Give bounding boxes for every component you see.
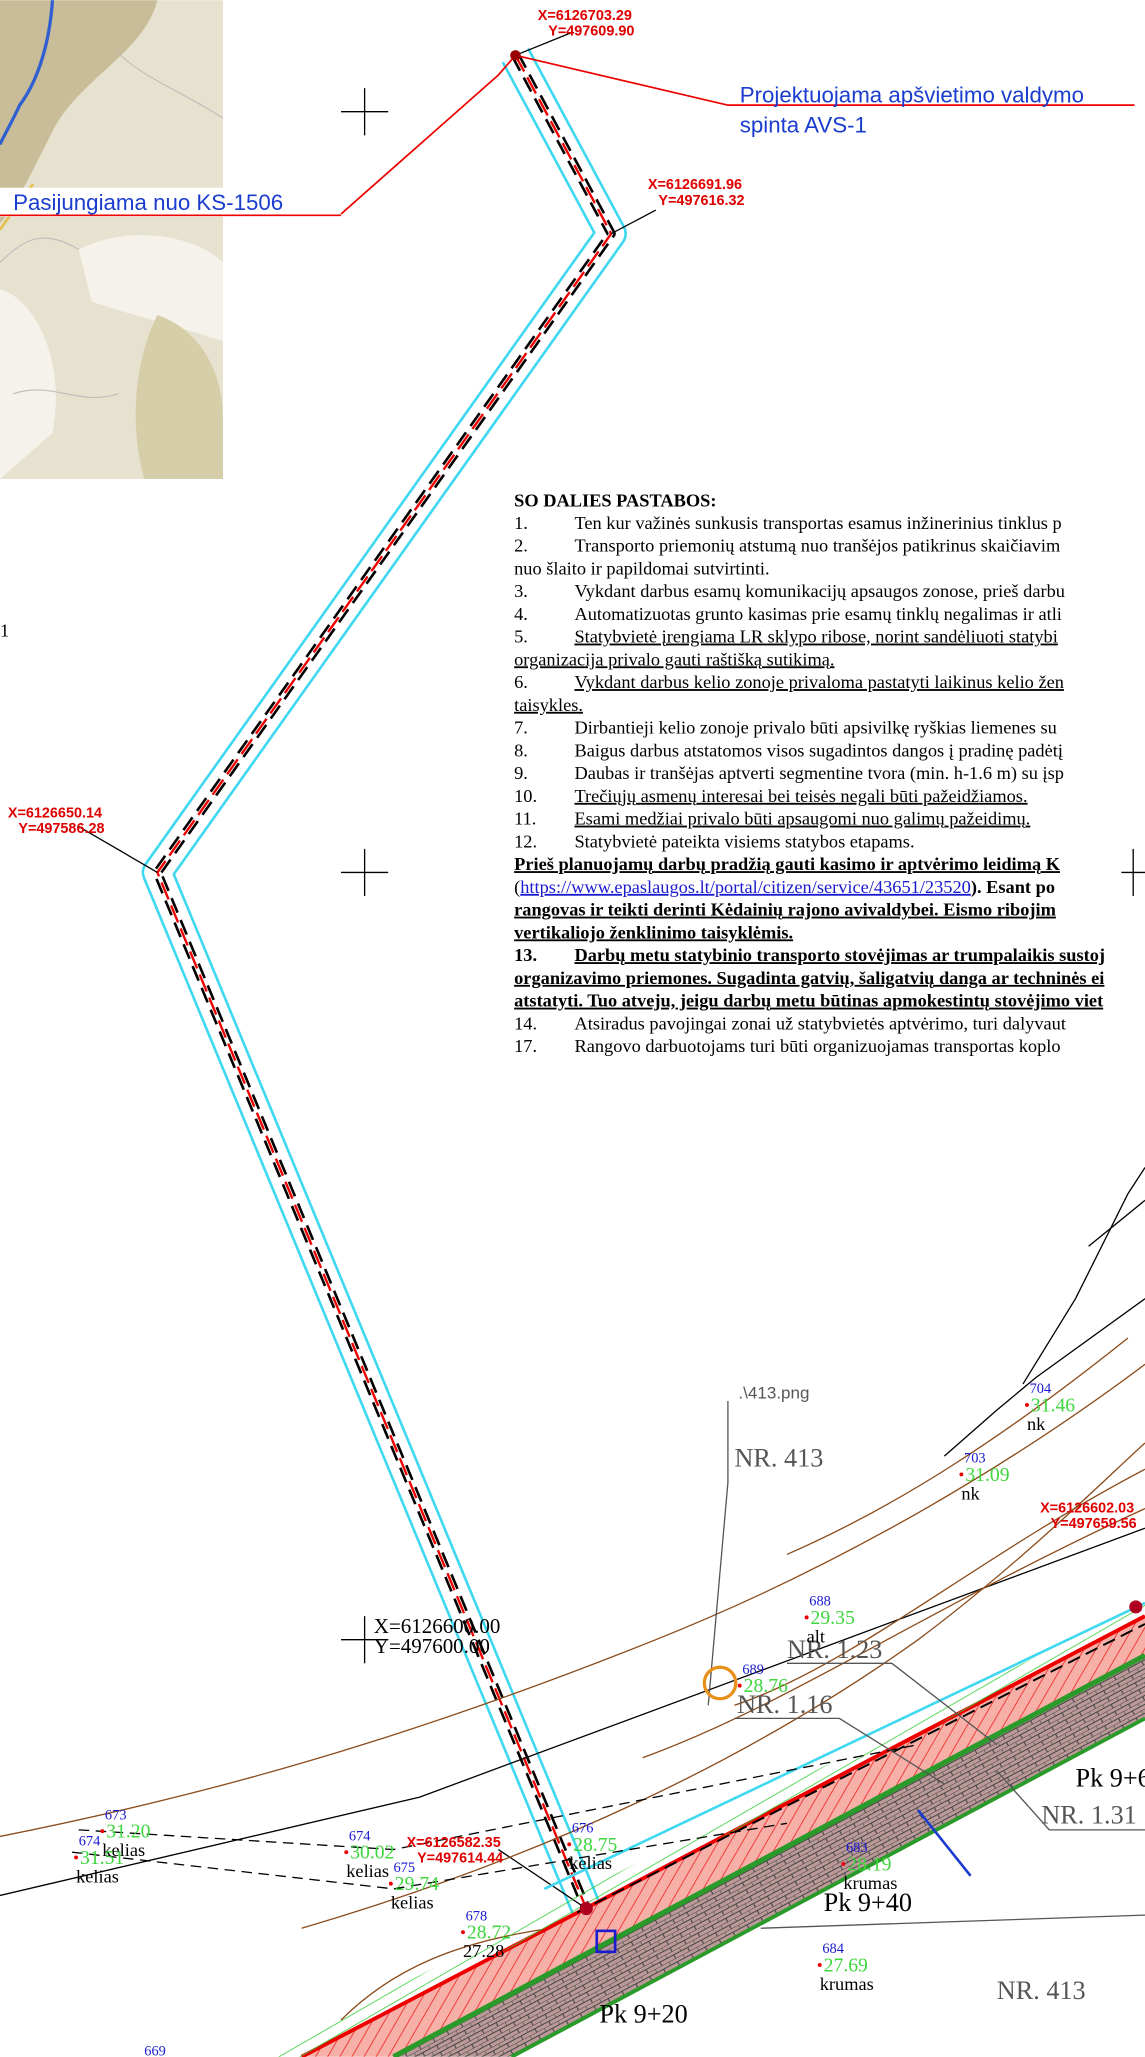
note-line: Daubas ir tranšėjas aptverti segmentine … <box>574 763 1063 784</box>
survey-crosses <box>341 88 1145 1663</box>
note-text: ). Esant po <box>971 877 1055 898</box>
coordinate-y: Y=497586.28 <box>18 821 104 837</box>
sheet-label: Pk 9+20 <box>599 2000 687 2029</box>
note-number: 10. <box>514 786 537 806</box>
coordinate-x: X=6126691.96 <box>648 177 742 193</box>
note-line: (https://www.epaslaugos.lt/portal/citize… <box>514 877 1055 898</box>
note-number: 17. <box>514 1036 537 1056</box>
cabinet-callout: spinta AVS-1 <box>740 113 867 138</box>
note-number: 14. <box>514 1013 537 1033</box>
map-inset <box>0 0 223 479</box>
point-number: 669 <box>144 2043 166 2057</box>
notes: SO DALIES PASTABOS: 1. Ten kur važinės sun… <box>514 490 1105 1056</box>
point-marker <box>74 1855 78 1859</box>
page: Projektuojama apšvietimo valdymo spinta … <box>0 0 1145 2057</box>
note-line: Prieš planuojamų darbų pradžią gauti kas… <box>514 854 1061 874</box>
note-line: Ten kur važinės sunkusis transportas esa… <box>574 513 1061 533</box>
point-description: krumas <box>843 1873 897 1893</box>
coordinate-x: X=6126582.35 <box>407 1835 501 1851</box>
note-line: taisykles. <box>514 695 583 715</box>
note-number: 8. <box>514 740 528 760</box>
note-number: 5. <box>514 627 528 647</box>
point-description: nk <box>1027 1414 1046 1434</box>
coordinate-y: Y=497659.56 <box>1051 1516 1137 1532</box>
point-description: kelias <box>346 1861 389 1881</box>
note-number: 2. <box>514 536 528 556</box>
coordinate-y: Y=497616.32 <box>658 193 744 209</box>
point-marker <box>344 1850 348 1854</box>
note-line: nuo šlaito ir papildomai sutvirtinti. <box>514 558 769 578</box>
point-marker <box>100 1829 104 1833</box>
note-line: Dirbantieji kelio zonoje privalo būti ap… <box>574 718 1056 738</box>
note-line: Trečiųjų asmenų interesai bei teisės neg… <box>574 786 1027 806</box>
point-marker <box>841 1862 845 1866</box>
note-number: 13. <box>514 945 537 965</box>
note-line: Statybvietė pateikta visiems statybos et… <box>574 831 914 851</box>
point-elevation: 28.76 <box>744 1675 788 1697</box>
note-line: Transporto priemonių atstumą nuo tranšėj… <box>574 536 1060 556</box>
coordinate-y: Y=497614.44 <box>417 1851 503 1867</box>
sheet-label: .\413.png <box>738 1383 809 1402</box>
margin-mark: 1 <box>0 620 9 640</box>
note-number: 6. <box>514 672 528 692</box>
coordinate-y: Y=497600.00 <box>374 1634 490 1658</box>
note-line: rangovas ir teikti derinti Kėdainių rajo… <box>514 900 1056 920</box>
cabinet-callout: Projektuojama apšvietimo valdymo <box>740 83 1084 108</box>
note-line: Atsiradus pavojingai zonai už statybviet… <box>574 1013 1065 1033</box>
connection-callout: Pasijungiama nuo KS-1506 <box>13 190 283 215</box>
point-description: krumas <box>820 1974 874 1994</box>
note-line: Rangovo darbuotojams turi būti organizuo… <box>574 1036 1060 1056</box>
coordinate-x: X=6126602.03 <box>1040 1500 1134 1516</box>
notes-title: SO DALIES PASTABOS: <box>514 490 716 510</box>
coordinate-x: X=6126703.29 <box>538 8 632 24</box>
note-number: 7. <box>514 718 528 738</box>
point-description: kelias <box>569 1853 612 1873</box>
note-line: Baigus darbus atstatomos visos sugadinto… <box>574 740 1063 760</box>
note-line: atstatyti. Tuo atveju, jeigu darbų metu … <box>514 991 1104 1011</box>
sheet-label: NR. 413 <box>734 1444 823 1473</box>
note-line: Statybvietė įrengiama LR sklypo ribose, … <box>574 627 1057 647</box>
point-marker <box>738 1684 742 1688</box>
note-line: Vykdant darbus esamų komunikacijų apsaug… <box>574 581 1064 601</box>
plan-drawing: Projektuojama apšvietimo valdymo spinta … <box>0 0 1145 2057</box>
sheet-label: Pk 9+6 <box>1075 1764 1145 1793</box>
coordinate-y: Y=497609.90 <box>548 24 634 40</box>
cabinet-point <box>510 50 520 60</box>
point-description: 27.28 <box>463 1941 504 1961</box>
point-marker <box>389 1882 393 1886</box>
note-link: https://www.epaslaugos.lt/portal/citizen… <box>520 877 971 897</box>
point-description: nk <box>961 1483 980 1503</box>
note-number: 1. <box>514 513 528 533</box>
point-description: kelias <box>76 1866 119 1886</box>
note-number: 11. <box>514 809 536 829</box>
point-description: alt <box>807 1626 825 1646</box>
note-number: 4. <box>514 604 528 624</box>
road-area <box>0 1168 1145 2057</box>
note-number: 12. <box>514 831 537 851</box>
note-line: Darbų metu statybinio transporto stovėji… <box>574 945 1105 965</box>
point-marker <box>461 1930 465 1934</box>
note-line: Vykdant darbus kelio zonoje privaloma pa… <box>574 672 1063 692</box>
sheet-label: NR. 1.23 <box>787 1635 882 1664</box>
note-line: Esami medžiai privalo būti apsaugomi nuo… <box>574 809 1030 829</box>
point-marker <box>1025 1403 1029 1407</box>
point-marker <box>959 1472 963 1476</box>
coordinate-x: X=6126650.14 <box>8 805 102 821</box>
sheet-label: NR. 1.31 <box>1041 1800 1136 1829</box>
point-marker <box>818 1963 822 1967</box>
point-marker <box>567 1842 571 1846</box>
note-number: 3. <box>514 581 528 601</box>
point-marker <box>805 1615 809 1619</box>
note-number: 9. <box>514 763 528 783</box>
note-line: organizavimo priemones. Sugadinta gatvių… <box>514 968 1104 988</box>
point-description: kelias <box>391 1893 434 1913</box>
note-line: organizacija privalo gauti raštišką suti… <box>514 649 834 669</box>
note-line: vertikaliojo ženklinimo taisyklėmis. <box>514 922 793 942</box>
note-line: Automatizuotas grunto kasimas prie esamų… <box>574 604 1061 624</box>
sheet-label: NR. 413 <box>997 1976 1086 2005</box>
